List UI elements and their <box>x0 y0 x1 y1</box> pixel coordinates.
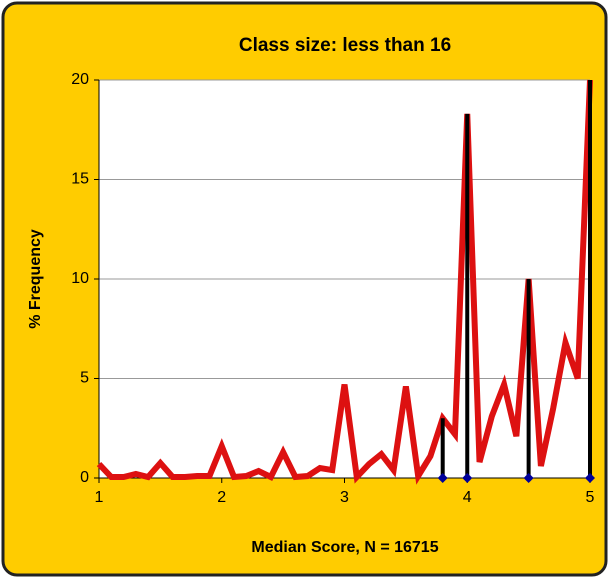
stem-marker <box>437 473 448 483</box>
x-tick-label: 1 <box>95 489 104 506</box>
y-axis-label: % Frequency <box>27 229 44 329</box>
stem-marker <box>462 473 473 483</box>
x-axis-label: Median Score, N = 16715 <box>251 539 438 556</box>
x-tick-label: 2 <box>217 489 226 506</box>
chart-title: Class size: less than 16 <box>239 35 451 56</box>
x-tick-label: 3 <box>340 489 349 506</box>
line-series <box>96 79 593 485</box>
y-tick-label: 10 <box>71 270 89 287</box>
y-tick-label: 15 <box>71 171 89 188</box>
stem-marker <box>585 473 595 483</box>
y-tick-label: 5 <box>80 370 89 387</box>
x-tick-label: 4 <box>463 489 472 506</box>
x-tick-label: 5 <box>586 489 595 506</box>
y-tick-label: 20 <box>71 71 89 88</box>
y-tick-label: 0 <box>80 469 89 486</box>
stem-marker <box>523 473 534 483</box>
